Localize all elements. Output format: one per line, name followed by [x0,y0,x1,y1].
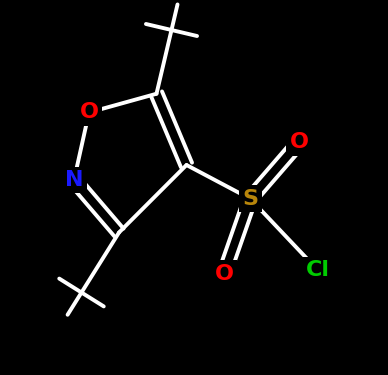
Text: N: N [65,170,83,190]
Text: S: S [242,189,258,209]
Text: O: O [215,264,234,284]
Text: Cl: Cl [306,260,330,280]
Text: O: O [289,132,308,153]
Text: O: O [80,102,99,123]
